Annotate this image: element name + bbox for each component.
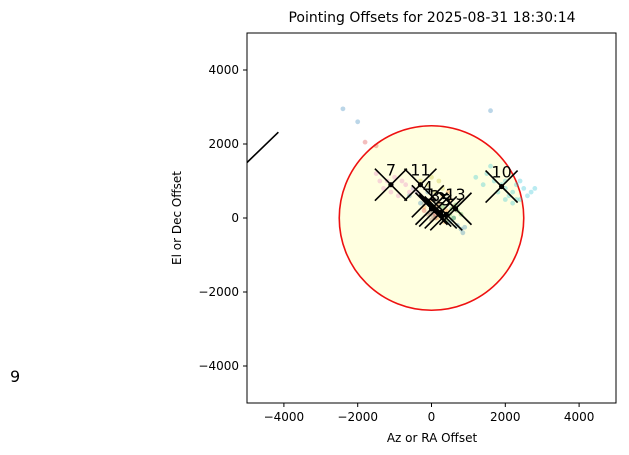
scatter-point bbox=[406, 189, 412, 195]
marker-label: 13 bbox=[445, 185, 465, 204]
scatter-point bbox=[355, 119, 361, 125]
scatter-point bbox=[462, 224, 468, 230]
y-tick-label: −2000 bbox=[198, 285, 239, 299]
plot-area: 711413251310 bbox=[247, 106, 538, 312]
scatter-point bbox=[510, 189, 516, 195]
marker-label: 4 bbox=[423, 177, 433, 196]
scatter-point bbox=[460, 230, 466, 236]
y-tick-label: 0 bbox=[231, 211, 239, 225]
scatter-point bbox=[362, 139, 368, 145]
scatter-point bbox=[436, 178, 442, 184]
scatter-point bbox=[532, 186, 538, 191]
scatter-point bbox=[340, 106, 346, 112]
marker-label: 3 bbox=[430, 187, 440, 206]
offset-markers: 711413251310 bbox=[374, 161, 519, 231]
scatter-point bbox=[377, 178, 383, 184]
scatter-point bbox=[443, 208, 449, 214]
y-tick-label: −4000 bbox=[198, 359, 239, 373]
scatter-point bbox=[418, 200, 423, 206]
outside-segment bbox=[247, 131, 279, 164]
offset-marker: 10 bbox=[485, 163, 519, 204]
scatter-point bbox=[421, 208, 427, 214]
chart-title: Pointing Offsets for 2025-08-31 18:30:14 bbox=[288, 10, 575, 26]
scatter-point bbox=[488, 108, 493, 114]
scatter-point bbox=[403, 182, 409, 188]
offset-marker: 11 bbox=[403, 161, 437, 202]
offset-marker: 7 bbox=[374, 161, 408, 202]
outside-marker-label: 9 bbox=[10, 367, 20, 386]
marker-label: 11 bbox=[410, 161, 430, 180]
scatter-point bbox=[517, 197, 523, 202]
scatter-point bbox=[388, 189, 394, 195]
scatter-point bbox=[392, 174, 397, 180]
scatter-point bbox=[418, 178, 423, 184]
y-tick-label: 4000 bbox=[208, 63, 239, 77]
scatter-point bbox=[488, 163, 493, 169]
scatter-point bbox=[425, 182, 431, 188]
y-tick-label: 2000 bbox=[208, 137, 239, 151]
scatter-point bbox=[395, 193, 401, 199]
scatter-point bbox=[451, 215, 457, 221]
scatter-point bbox=[480, 182, 486, 188]
marker-label: 1 bbox=[426, 185, 436, 204]
marker-center bbox=[388, 182, 394, 188]
marker-center bbox=[452, 206, 459, 212]
scatter-point bbox=[381, 186, 386, 191]
marker-center bbox=[417, 182, 424, 188]
scatter-point bbox=[517, 178, 523, 184]
marker-label: 10 bbox=[491, 163, 511, 182]
offset-marker: 13 bbox=[438, 185, 473, 226]
scatter-point bbox=[521, 186, 527, 191]
scatter-point bbox=[473, 174, 479, 180]
scatter-point bbox=[373, 143, 379, 149]
scatter-point bbox=[440, 204, 445, 210]
x-tick-label: −2000 bbox=[337, 410, 378, 424]
scatter-point bbox=[430, 213, 436, 219]
x-tick-label: 4000 bbox=[564, 410, 595, 424]
scatter-point bbox=[513, 182, 519, 188]
marker-label: 2 bbox=[436, 188, 446, 207]
x-axis-title: Az or RA Offset bbox=[387, 431, 478, 445]
scatter-point bbox=[447, 197, 453, 202]
scatter-point bbox=[502, 197, 508, 202]
marker-label: 7 bbox=[386, 161, 396, 180]
marker-center bbox=[499, 183, 505, 190]
x-axis: −4000 −2000 0 2000 4000 bbox=[264, 403, 595, 424]
tolerance-circle bbox=[338, 124, 525, 312]
scatter-point bbox=[451, 215, 457, 221]
offset-marker: 2 bbox=[424, 188, 458, 230]
x-tick-label: −4000 bbox=[264, 410, 305, 424]
y-axis: −4000 −2000 0 2000 4000 bbox=[198, 63, 247, 373]
scatter-point bbox=[429, 174, 434, 180]
scatter-point bbox=[528, 189, 534, 195]
x-tick-label: 2000 bbox=[490, 410, 521, 424]
y-axis-title: El or Dec Offset bbox=[170, 171, 184, 265]
scatter-point bbox=[373, 171, 379, 177]
scatter-point bbox=[399, 178, 405, 184]
x-tick-label: 0 bbox=[428, 410, 436, 424]
scatter-point bbox=[525, 193, 530, 199]
scatter-point bbox=[510, 200, 516, 206]
